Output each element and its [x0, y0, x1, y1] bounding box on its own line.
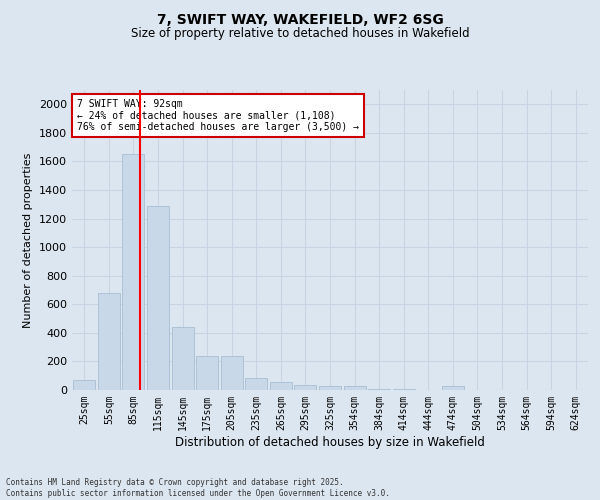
Y-axis label: Number of detached properties: Number of detached properties	[23, 152, 34, 328]
Bar	[344, 386, 365, 390]
Bar	[319, 386, 341, 390]
Bar	[270, 382, 292, 390]
X-axis label: Distribution of detached houses by size in Wakefield: Distribution of detached houses by size …	[175, 436, 485, 448]
Text: 7 SWIFT WAY: 92sqm
← 24% of detached houses are smaller (1,108)
76% of semi-deta: 7 SWIFT WAY: 92sqm ← 24% of detached hou…	[77, 99, 359, 132]
Bar	[147, 206, 169, 390]
Text: 7, SWIFT WAY, WAKEFIELD, WF2 6SG: 7, SWIFT WAY, WAKEFIELD, WF2 6SG	[157, 12, 443, 26]
Bar	[122, 154, 145, 390]
Bar	[221, 356, 243, 390]
Bar	[245, 378, 268, 390]
Bar	[172, 327, 194, 390]
Bar	[73, 380, 95, 390]
Bar	[196, 356, 218, 390]
Bar	[295, 385, 316, 390]
Bar	[442, 386, 464, 390]
Bar	[368, 388, 390, 390]
Text: Size of property relative to detached houses in Wakefield: Size of property relative to detached ho…	[131, 28, 469, 40]
Bar	[98, 293, 120, 390]
Text: Contains HM Land Registry data © Crown copyright and database right 2025.
Contai: Contains HM Land Registry data © Crown c…	[6, 478, 390, 498]
